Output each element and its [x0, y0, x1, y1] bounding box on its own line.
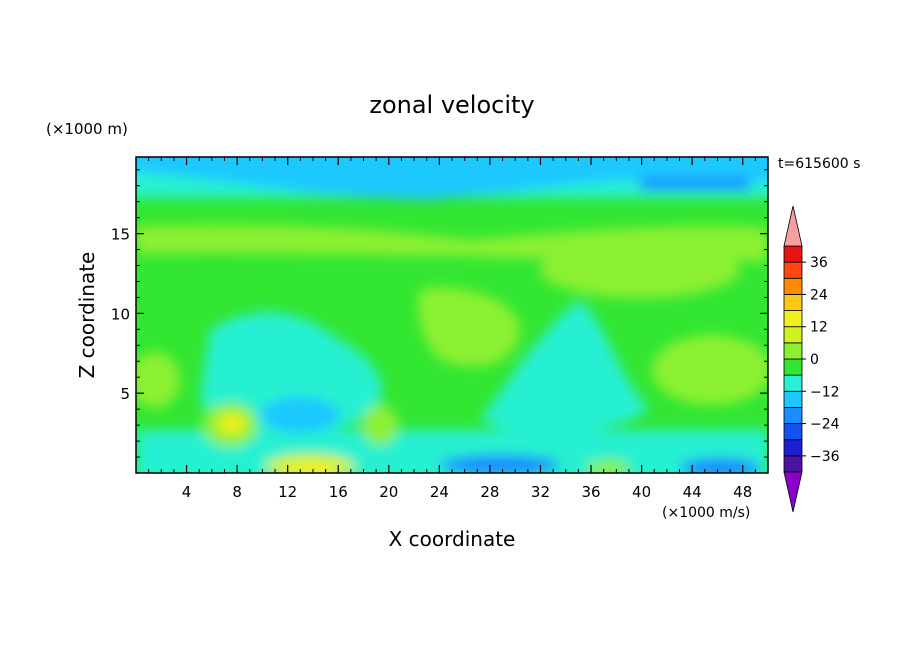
- y-axis-label: Z coordinate: [75, 252, 99, 379]
- colorbar-tick-label: −24: [810, 417, 840, 433]
- blob-8-yellow: [218, 414, 246, 434]
- colorbar-tick-label: 12: [810, 320, 828, 336]
- lobe-center-cyan: [480, 300, 650, 434]
- colorbar-segment: [783, 342, 803, 360]
- colorbar-segment: [783, 358, 803, 376]
- colorbar-tick-label: 36: [810, 255, 828, 271]
- patch-upper-right-yellow-green: [540, 242, 740, 298]
- x-tick-label: 40: [632, 483, 651, 501]
- patch-left-cyan-deep: [260, 397, 340, 433]
- colorbar-min-arrow: [783, 471, 803, 513]
- x-axis: 4 8 12 16 20 24 28 32 36 40 44 48: [148, 157, 756, 501]
- colorbar-tick-label: 0: [810, 352, 819, 368]
- patch-bottom-right-blue: [680, 458, 760, 473]
- colorbar-segment: [783, 407, 803, 424]
- x-tick-label: 16: [329, 483, 348, 501]
- colorbar-segment: [783, 439, 803, 457]
- heatmap-field: [136, 157, 768, 473]
- x-tick-label: 44: [683, 483, 702, 501]
- x-units-label: (×1000 m/s): [662, 505, 750, 521]
- colorbar-tick-label: 24: [810, 287, 828, 303]
- y-axis: 5 10 15: [111, 169, 768, 458]
- colorbar-segment: [783, 261, 803, 279]
- lobe-left-cyan: [200, 311, 382, 438]
- patch-right-yellow-green: [652, 335, 768, 405]
- x-tick-label: 32: [531, 483, 550, 501]
- x-tick-label: 36: [581, 483, 600, 501]
- patch-mid-yellow-green: [418, 287, 520, 367]
- colorbar-segment: [783, 245, 803, 263]
- blob-bottom-yellow: [282, 462, 338, 473]
- colorbar-tick-label: −36: [810, 449, 840, 465]
- y-tick-label: 5: [120, 385, 130, 403]
- x-tick-label: 4: [182, 483, 192, 501]
- chart-title: zonal velocity: [369, 91, 534, 119]
- colorbar-tick-label: −12: [810, 384, 840, 400]
- y-units-label: (×1000 m): [46, 120, 128, 138]
- x-axis-label: X coordinate: [389, 527, 516, 551]
- y-tick-label: 10: [111, 305, 130, 323]
- blob-37-green: [586, 460, 630, 473]
- colorbar-segment: [783, 277, 803, 295]
- colorbar: −36 −24 −12 0 12 24 36: [783, 205, 840, 513]
- patch-left-yellow-green: [136, 352, 180, 408]
- colorbar-segment: [783, 374, 803, 392]
- colorbar-segment: [783, 326, 803, 344]
- x-tick-label: 20: [379, 483, 398, 501]
- patch-bottom-blue: [440, 455, 560, 473]
- colorbar-segment: [783, 310, 803, 328]
- band-top-deep: [640, 178, 750, 190]
- x-tick-label: 28: [480, 483, 499, 501]
- x-tick-label: 48: [733, 483, 752, 501]
- band-top-strong-cyan: [136, 157, 768, 200]
- x-tick-label: 24: [430, 483, 449, 501]
- x-tick-label: 8: [232, 483, 242, 501]
- time-label: t=615600 s: [778, 156, 860, 172]
- colorbar-segment: [783, 390, 803, 408]
- y-tick-label: 15: [111, 226, 130, 244]
- colorbar-segment: [783, 423, 803, 441]
- colorbar-max-arrow: [783, 205, 803, 247]
- x-tick-label: 12: [278, 483, 297, 501]
- colorbar-segment: [783, 455, 803, 473]
- blob-19-green: [362, 405, 398, 445]
- colorbar-segment: [783, 294, 803, 311]
